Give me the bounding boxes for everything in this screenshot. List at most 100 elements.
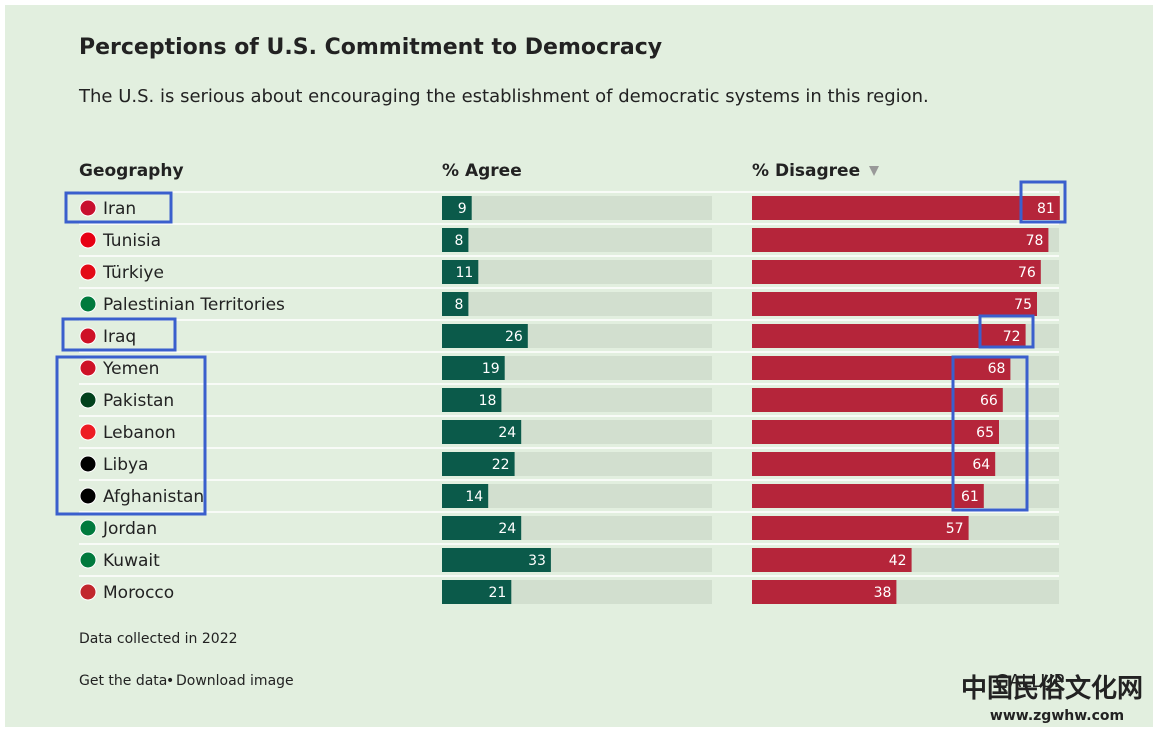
watermark: 中国民俗文化网 [961, 673, 1143, 704]
value-label: 65 [976, 425, 994, 441]
category-label: Iran [103, 199, 136, 219]
highlight-box [951, 355, 1029, 512]
value-label: 57 [946, 521, 964, 537]
column-header: % Agree [442, 161, 522, 181]
value-label: 66 [980, 393, 998, 409]
category-label: Libya [103, 455, 148, 475]
bar [752, 548, 912, 572]
bar [442, 484, 489, 508]
highlight-box [55, 355, 207, 516]
category-label: Yemen [102, 359, 159, 379]
value-label: 21 [488, 585, 506, 601]
highlight-box [978, 314, 1035, 349]
category-label: Iraq [103, 327, 136, 347]
value-label: 81 [1037, 201, 1055, 217]
value-label: 18 [479, 393, 497, 409]
bar [442, 196, 472, 220]
bar [752, 484, 984, 508]
category-label: Afghanistan [103, 487, 204, 507]
value-label: 9 [458, 201, 467, 217]
flag-icon [79, 295, 97, 313]
bar [442, 580, 512, 604]
column-header: Geography [79, 161, 184, 181]
category-label: Tunisia [102, 231, 161, 251]
bar [442, 228, 469, 252]
link[interactable]: Get the data [79, 673, 167, 689]
value-label: 61 [961, 489, 979, 505]
flag-icon [79, 263, 97, 281]
bar [442, 452, 515, 476]
value-label: 8 [454, 297, 463, 313]
bar-track [442, 260, 712, 284]
bar [442, 260, 479, 284]
bar [752, 516, 969, 540]
flag-icon [79, 519, 97, 537]
watermark: www.zgwhw.com [990, 708, 1124, 724]
bar-track [442, 292, 712, 316]
category-label: Morocco [103, 583, 174, 603]
flag-icon [79, 487, 97, 505]
bar [442, 388, 502, 412]
bar [752, 196, 1060, 220]
bar [752, 292, 1037, 316]
value-label: 24 [498, 521, 516, 537]
chart-subtitle: The U.S. is serious about encouraging th… [78, 86, 929, 107]
category-label: Lebanon [103, 423, 176, 443]
bar [442, 548, 551, 572]
bar [442, 324, 528, 348]
bar [752, 420, 999, 444]
flag-icon [79, 327, 97, 345]
chart-title: Perceptions of U.S. Commitment to Democr… [79, 35, 662, 60]
flag-icon [79, 359, 97, 377]
bar [752, 580, 897, 604]
value-label: 68 [988, 361, 1006, 377]
highlight-box [64, 191, 173, 224]
bar-track [442, 196, 712, 220]
value-label: 24 [498, 425, 516, 441]
value-label: 19 [482, 361, 500, 377]
highlight-box [1019, 180, 1067, 224]
separator: • [166, 673, 174, 689]
category-label: Türkiye [102, 263, 164, 283]
flag-icon [79, 551, 97, 569]
link[interactable]: Download image [176, 673, 294, 689]
value-label: 38 [874, 585, 892, 601]
highlight-box [61, 317, 177, 352]
value-label: 64 [972, 457, 990, 473]
bar [752, 324, 1026, 348]
flag-icon [79, 423, 97, 441]
logo: GALLUP [995, 671, 1065, 692]
flag-icon [79, 455, 97, 473]
bar [752, 388, 1003, 412]
flag-icon [79, 231, 97, 249]
sort-icon[interactable] [869, 166, 879, 176]
bar [442, 356, 505, 380]
bar [752, 356, 1011, 380]
column-header[interactable]: % Disagree [752, 161, 860, 181]
flag-icon [79, 199, 97, 217]
value-label: 42 [889, 553, 907, 569]
bar [442, 516, 522, 540]
flag-icon [79, 583, 97, 601]
value-label: 76 [1018, 265, 1036, 281]
bar [752, 260, 1041, 284]
value-label: 75 [1014, 297, 1032, 313]
value-label: 72 [1003, 329, 1021, 345]
value-label: 78 [1026, 233, 1044, 249]
value-label: 8 [454, 233, 463, 249]
highlight-boxes [55, 180, 1067, 516]
value-label: 14 [465, 489, 483, 505]
category-label: Kuwait [103, 551, 160, 571]
bar [752, 228, 1049, 252]
value-label: 33 [528, 553, 546, 569]
value-label: 22 [492, 457, 510, 473]
bar-track [442, 228, 712, 252]
category-label: Palestinian Territories [103, 295, 285, 315]
bar [752, 452, 996, 476]
value-label: 11 [455, 265, 473, 281]
category-label: Pakistan [103, 391, 174, 411]
footnote: Data collected in 2022 [79, 631, 238, 647]
value-label: 26 [505, 329, 523, 345]
flag-icon [79, 391, 97, 409]
